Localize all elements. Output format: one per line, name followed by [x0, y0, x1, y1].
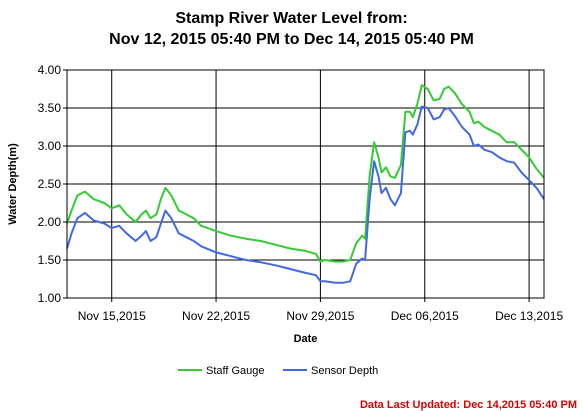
series-layer	[66, 84, 545, 284]
x-tick-label: Nov 15,2015	[78, 309, 146, 323]
x-axis-title: Date	[294, 333, 318, 345]
legend: Staff Gauge Sensor Depth	[178, 365, 378, 377]
y-tick-label: 3.00	[38, 139, 62, 153]
y-tick-label: 2.00	[38, 215, 62, 229]
y-tick-label: 1.00	[38, 291, 62, 305]
last-updated-text: Data Last Updated: Dec 14,2015 05:40 PM	[359, 399, 577, 411]
chart-title-line1: Stamp River Water Level from:	[175, 10, 408, 27]
chart-title-line2: Nov 12, 2015 05:40 PM to Dec 14, 2015 05…	[109, 31, 474, 48]
series-line-staff-gauge	[66, 84, 545, 263]
tick-labels: 1.00 1.50 2.00 2.50 3.00 3.50 4.00 Nov 15,2015 N…	[38, 63, 564, 323]
y-tick-label: 3.50	[38, 101, 62, 115]
legend-item-staff-gauge: Staff Gauge	[178, 365, 265, 377]
y-tick-label: 1.50	[38, 253, 62, 267]
y-tick-label: 2.50	[38, 177, 62, 191]
y-axis-title: Water Depth(m)	[7, 143, 19, 225]
x-tick-label: Nov 22,2015	[182, 309, 250, 323]
legend-label: Staff Gauge	[206, 365, 265, 377]
legend-item-sensor-depth: Sensor Depth	[283, 365, 378, 377]
x-tick-label: Nov 29,2015	[286, 309, 354, 323]
legend-label: Sensor Depth	[311, 365, 378, 377]
x-tick-label: Dec 06,2015	[391, 309, 459, 323]
chart-title: Stamp River Water Level from: Nov 12, 20…	[0, 8, 583, 50]
y-tick-label: 4.00	[38, 63, 62, 77]
x-tick-label: Dec 13,2015	[495, 309, 563, 323]
grid	[67, 69, 544, 299]
series-line-sensor-depth	[66, 105, 545, 284]
